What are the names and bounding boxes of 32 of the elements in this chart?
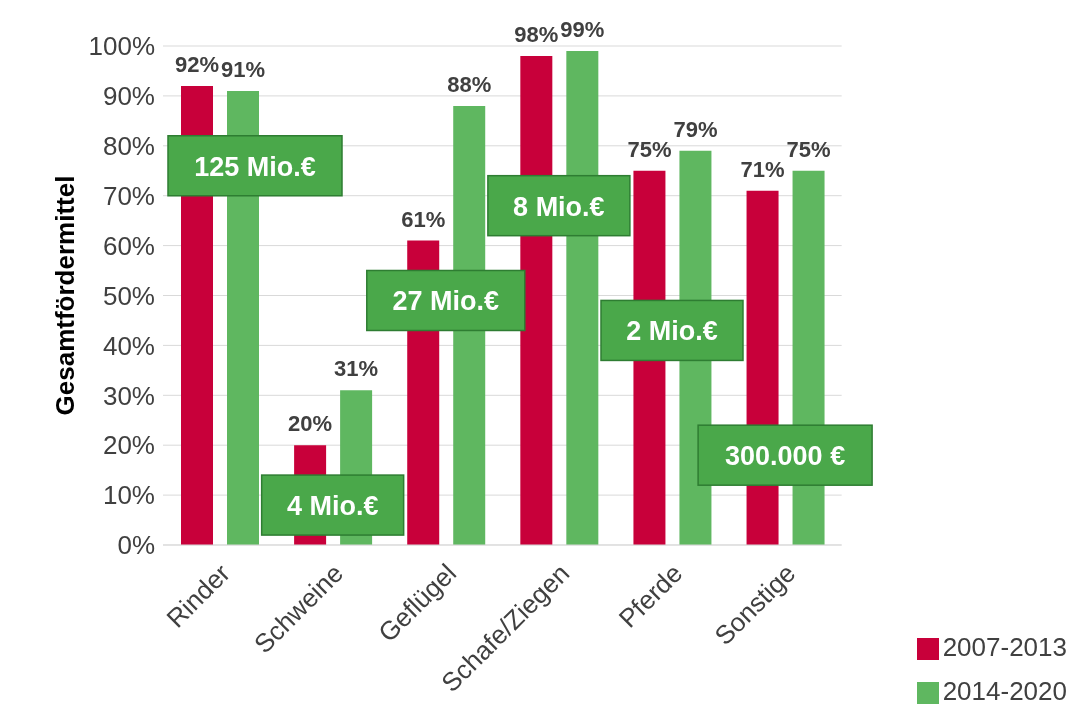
legend-label: 2014-2020 — [942, 676, 1067, 706]
annotation: 2 Mio.€ — [626, 316, 718, 347]
data-label: 98% — [514, 21, 559, 47]
y-tick-label: 50% — [102, 280, 155, 311]
y-tick-label: 80% — [102, 131, 155, 162]
y-tick-label: 20% — [102, 430, 155, 461]
y-tick-label: 30% — [102, 380, 155, 411]
legend-label: 2007-2013 — [942, 632, 1067, 662]
data-label: 79% — [673, 116, 718, 142]
annotation: 125 Mio.€ — [194, 151, 316, 182]
y-tick-label: 10% — [102, 480, 155, 511]
annotation: 8 Mio.€ — [513, 191, 605, 222]
data-label: 99% — [560, 16, 605, 42]
y-tick-label: 60% — [102, 230, 155, 261]
data-label: 61% — [401, 206, 446, 232]
data-label: 88% — [447, 71, 492, 97]
data-label: 31% — [334, 356, 379, 382]
annotation: 4 Mio.€ — [286, 491, 379, 522]
y-tick-label: 40% — [102, 330, 155, 361]
y-tick-label: 100% — [88, 31, 155, 62]
data-label: 75% — [786, 136, 831, 162]
data-label: 20% — [288, 411, 333, 437]
y-tick-label: 0% — [117, 530, 155, 561]
data-label: 75% — [627, 136, 672, 162]
data-label: 91% — [220, 56, 266, 82]
y-axis-title: Gesamtfördermittel — [50, 175, 81, 416]
annotation: 27 Mio.€ — [392, 286, 500, 317]
y-tick-label: 90% — [102, 81, 155, 112]
annotation: 300.000 € — [725, 441, 846, 472]
data-label: 92% — [174, 51, 220, 77]
y-tick-label: 70% — [102, 180, 155, 211]
data-label: 71% — [740, 156, 785, 182]
